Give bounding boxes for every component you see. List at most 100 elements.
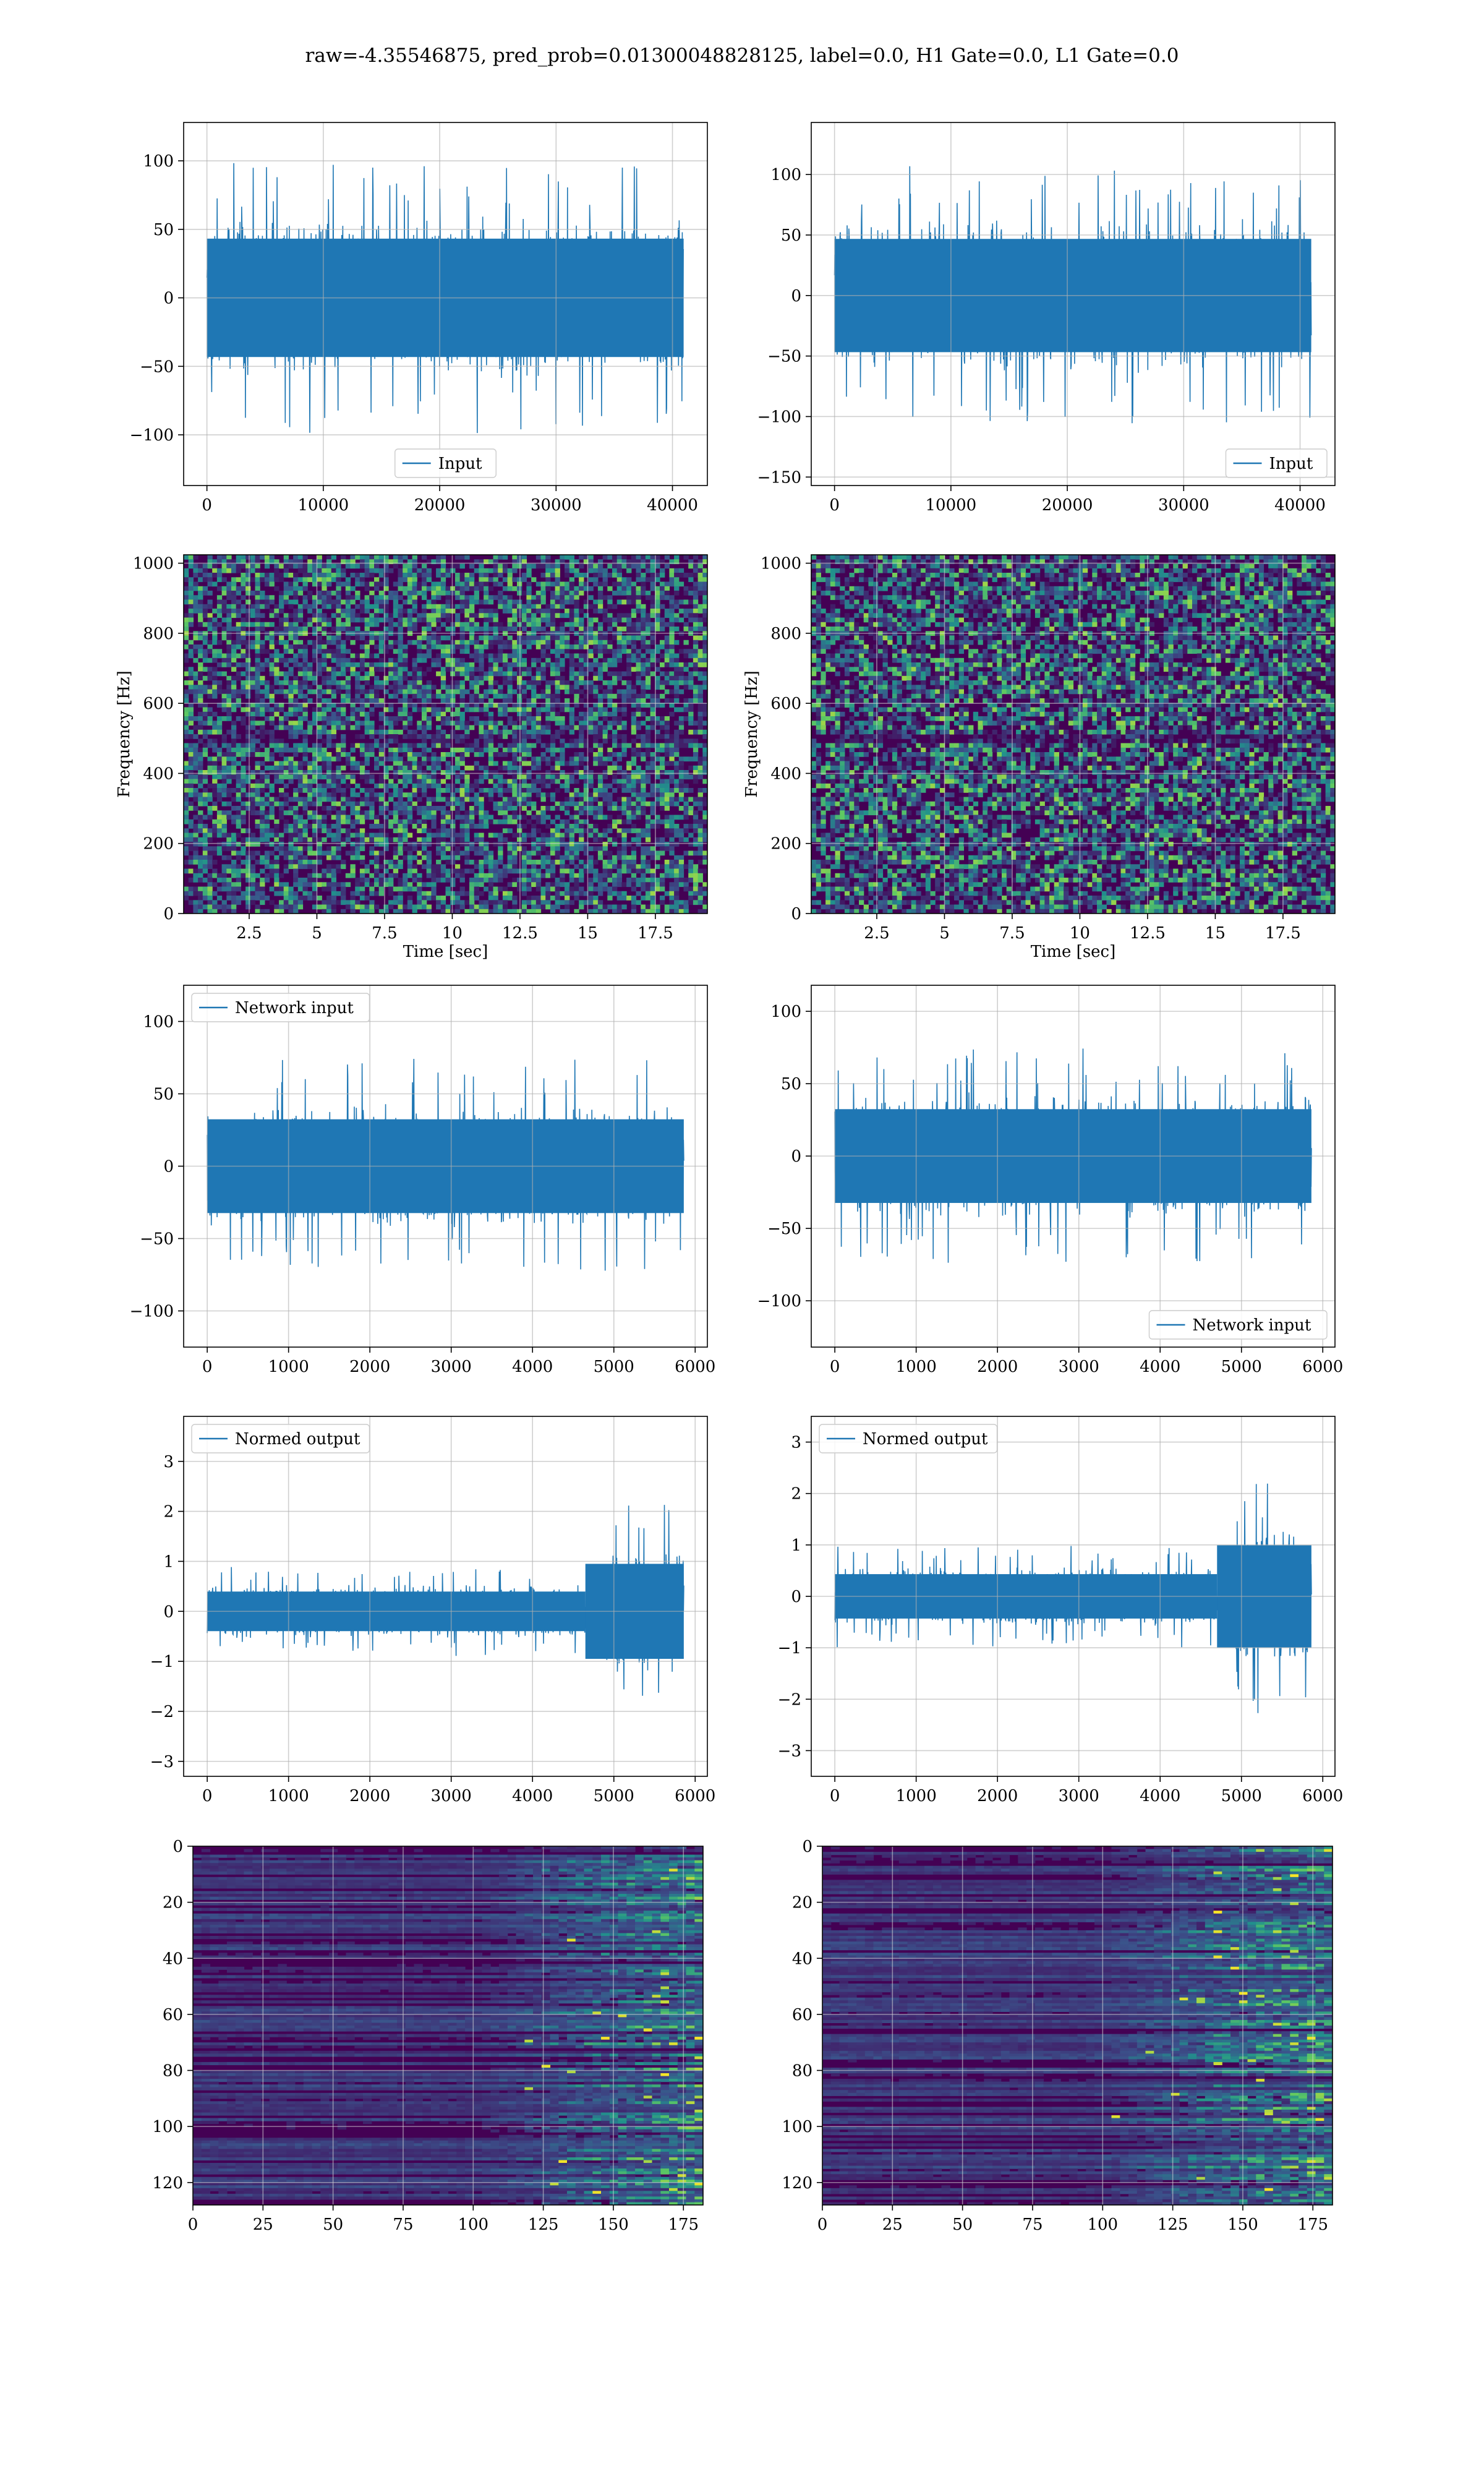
spectrogram-cell <box>579 729 584 735</box>
spectrogram-cell <box>398 689 403 695</box>
spectrogram-cell <box>593 806 599 811</box>
spectrogram-cell <box>574 738 579 744</box>
spectrogram-cell <box>512 810 518 816</box>
spectrogram-cell <box>393 729 399 735</box>
spectrogram-cell <box>521 707 527 713</box>
spectrogram-cell <box>464 824 470 829</box>
spectrogram-cell <box>359 770 365 775</box>
spectrogram-cell <box>393 792 399 798</box>
spectrogram-cell <box>436 640 441 645</box>
spectrogram-cell <box>216 725 223 730</box>
spectrogram-cell <box>255 824 260 829</box>
spectrogram-cell <box>260 595 265 601</box>
spectrogram-cell <box>202 586 208 591</box>
y-tick-label: −100 <box>130 426 174 445</box>
spectrogram-cell <box>350 563 356 569</box>
spectrogram-cell <box>388 810 394 816</box>
spectrogram-cell <box>193 698 198 703</box>
spectrogram-cell <box>364 568 370 573</box>
spectrogram-cell <box>660 617 665 623</box>
spectrogram-cell <box>507 653 513 659</box>
spectrogram-cell <box>317 815 322 820</box>
spectrogram-cell <box>288 581 294 587</box>
spectrogram-cell <box>374 783 380 789</box>
spectrogram-cell <box>283 819 289 824</box>
spectrogram-cell <box>374 662 380 667</box>
x-tick-label: 40000 <box>1274 496 1326 515</box>
spectrogram-cell <box>674 698 680 703</box>
spectrogram-cell <box>364 653 370 659</box>
spectrogram-cell <box>560 591 565 596</box>
spectrogram-cell <box>269 833 275 838</box>
spectrogram-cell <box>288 703 294 708</box>
spectrogram-cell <box>184 622 189 627</box>
spectrogram-cell <box>279 591 284 596</box>
spectrogram-cell <box>688 613 694 618</box>
spectrogram-cell <box>231 613 237 618</box>
spectrogram-cell <box>521 635 527 641</box>
spectrogram-cell <box>650 711 655 717</box>
spectrogram-cell <box>655 563 660 569</box>
spectrogram-cell <box>550 667 556 672</box>
spectrogram-cell <box>612 653 618 659</box>
spectrogram-cell <box>583 788 589 793</box>
spectrogram-cell <box>260 721 265 726</box>
spectrogram-cell <box>322 657 327 663</box>
spectrogram-cell <box>236 779 241 784</box>
spectrogram-cell <box>264 815 270 820</box>
spectrogram-cell <box>502 644 508 649</box>
spectrogram-cell <box>336 563 341 569</box>
spectrogram-cell <box>236 797 241 802</box>
spectrogram-cell <box>569 792 574 798</box>
spectrogram-cell <box>445 738 451 744</box>
spectrogram-cell <box>317 765 322 771</box>
spectrogram-cell <box>260 667 265 672</box>
spectrogram-cell <box>322 824 327 829</box>
spectrogram-cell <box>331 788 336 793</box>
spectrogram-cell <box>312 774 318 780</box>
spectrogram-cell <box>697 627 703 631</box>
spectrogram-cell <box>293 774 299 780</box>
spectrogram-cell <box>626 559 632 565</box>
spectrogram-cell <box>184 774 189 780</box>
spectrogram-cell <box>283 613 289 618</box>
spectrogram-cell <box>322 725 327 730</box>
spectrogram-cell <box>245 747 251 753</box>
spectrogram-cell <box>422 653 427 659</box>
spectrogram-cell <box>322 711 327 717</box>
spectrogram-cell <box>383 680 389 685</box>
spectrogram-cell <box>283 568 289 573</box>
spectrogram-cell <box>398 609 403 614</box>
spectrogram-cell <box>403 586 408 591</box>
spectrogram-cell <box>607 815 613 820</box>
spectrogram-cell <box>207 783 213 789</box>
spectrogram-cell <box>693 828 699 834</box>
spectrogram-cell <box>555 828 560 834</box>
spectrogram-cell <box>297 815 304 820</box>
spectrogram-cell <box>459 685 465 690</box>
spectrogram-cell <box>574 810 579 816</box>
spectrogram-cell <box>655 729 660 735</box>
spectrogram-cell <box>565 806 570 811</box>
spectrogram-cell <box>403 833 408 838</box>
spectrogram-cell <box>403 761 408 766</box>
spectrogram-cell <box>474 747 479 753</box>
spectrogram-cell <box>345 635 351 641</box>
spectrogram-cell <box>274 667 279 672</box>
spectrogram-cell <box>569 685 574 690</box>
spectrogram-cell <box>274 707 279 713</box>
spectrogram-cell <box>307 675 313 681</box>
spectrogram-cell <box>193 693 198 699</box>
spectrogram-cell <box>678 599 684 605</box>
spectrogram-cell <box>221 770 227 775</box>
spectrogram-cell <box>550 649 556 654</box>
spectrogram-cell <box>350 555 356 560</box>
spectrogram-cell <box>502 586 508 591</box>
spectrogram-cell <box>255 685 260 690</box>
spectrogram-cell <box>221 555 227 560</box>
spectrogram-cell <box>221 810 227 816</box>
spectrogram-cell <box>540 756 546 762</box>
spectrogram-cell <box>245 653 251 659</box>
spectrogram-cell <box>326 711 332 717</box>
spectrogram-cell <box>245 649 251 654</box>
